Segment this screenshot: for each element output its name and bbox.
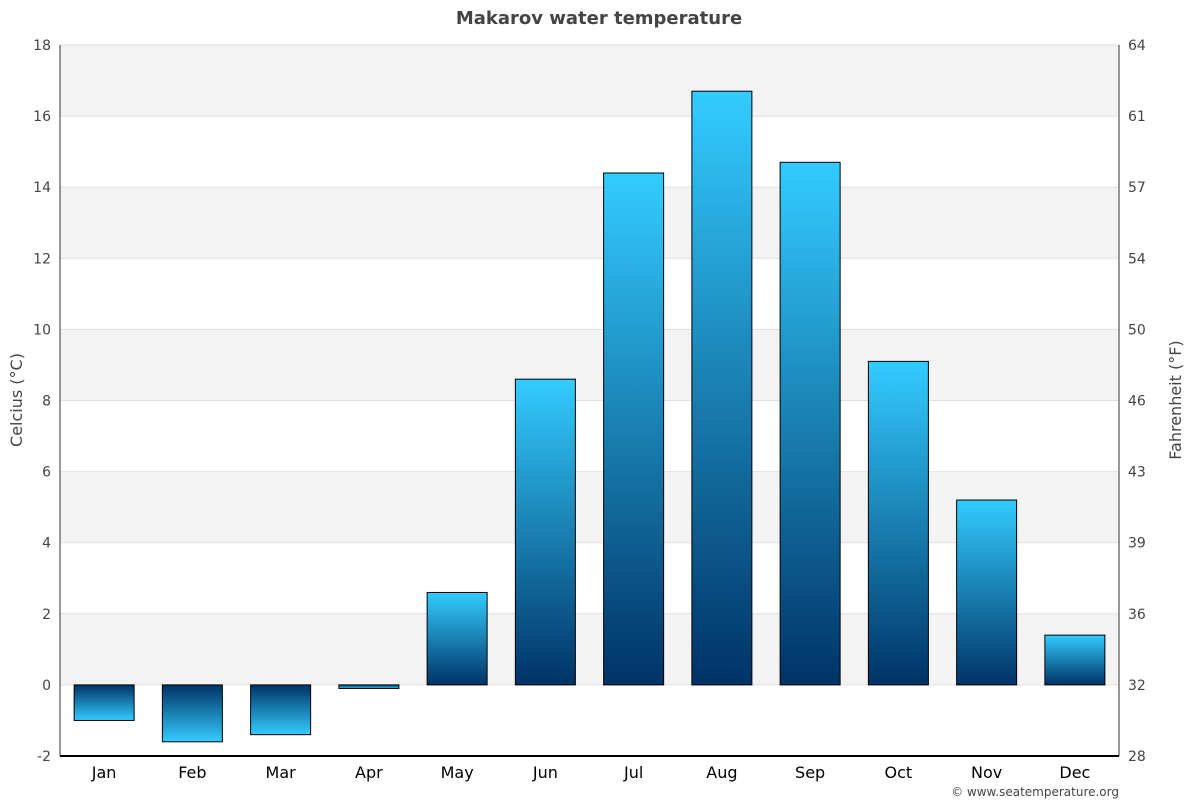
y-tick-label: 6 [42, 465, 51, 481]
x-tick-label: Feb [178, 763, 206, 782]
bar-nov [956, 499, 1018, 686]
grid-band [60, 471, 1119, 543]
y-tick-label: 16 [33, 109, 51, 125]
y-tick-label: 2 [42, 607, 51, 623]
grid-band [60, 613, 1119, 685]
grid-band [60, 187, 1119, 259]
y2-tick-label: 46 [1128, 394, 1146, 410]
bar-aug [691, 90, 753, 686]
y-tick-label: 8 [42, 394, 51, 410]
bar-jul [603, 172, 665, 686]
y-tick-label: 12 [33, 251, 51, 267]
x-tick-label: Dec [1059, 763, 1090, 782]
y-tick-label: 0 [42, 678, 51, 694]
bar-apr [338, 684, 400, 689]
bar-sep [779, 161, 841, 686]
bar-mar [250, 684, 312, 736]
y2-tick-label: 36 [1128, 607, 1146, 623]
y2-tick-label: 28 [1128, 749, 1146, 765]
x-tick-label: Jul [623, 763, 643, 782]
y2-tick-label: 50 [1128, 322, 1146, 338]
x-tick-label: Oct [885, 763, 913, 782]
x-tick-label: Aug [706, 763, 737, 782]
x-tick-label: Jan [91, 763, 117, 782]
bar-oct [867, 360, 929, 686]
y2-tick-label: 64 [1128, 38, 1146, 54]
y-tick-label: 14 [33, 180, 51, 196]
y-tick-label: -2 [37, 749, 51, 765]
y2-tick-label: 32 [1128, 678, 1146, 694]
y2-tick-label: 57 [1128, 180, 1146, 196]
x-tick-label: Sep [795, 763, 825, 782]
y2-axis-label: Fahrenheit (°F) [1166, 340, 1185, 459]
x-tick-label: Apr [355, 763, 383, 782]
bar-dec [1044, 634, 1106, 686]
bar-may [426, 591, 488, 686]
chart-title: Makarov water temperature [456, 8, 742, 29]
bar-jun [514, 378, 576, 686]
grid-band [60, 45, 1119, 117]
y-axis-label: Celcius (°C) [7, 353, 26, 447]
y2-tick-label: 61 [1128, 109, 1146, 125]
y-tick-label: 18 [33, 38, 51, 54]
x-tick-label: Mar [266, 763, 297, 782]
x-tick-label: May [441, 763, 474, 782]
grid-band [60, 329, 1119, 401]
y2-tick-label: 43 [1128, 465, 1146, 481]
bar-jan [73, 684, 135, 721]
x-tick-label: Jun [532, 763, 558, 782]
y-tick-label: 10 [33, 322, 51, 338]
credit-link[interactable]: © www.seatemperature.org [951, 785, 1119, 799]
y-tick-label: 4 [42, 536, 51, 552]
x-tick-label: Nov [971, 763, 1002, 782]
y2-tick-label: 54 [1128, 251, 1146, 267]
bar-feb [161, 684, 223, 743]
y2-tick-label: 39 [1128, 536, 1146, 552]
